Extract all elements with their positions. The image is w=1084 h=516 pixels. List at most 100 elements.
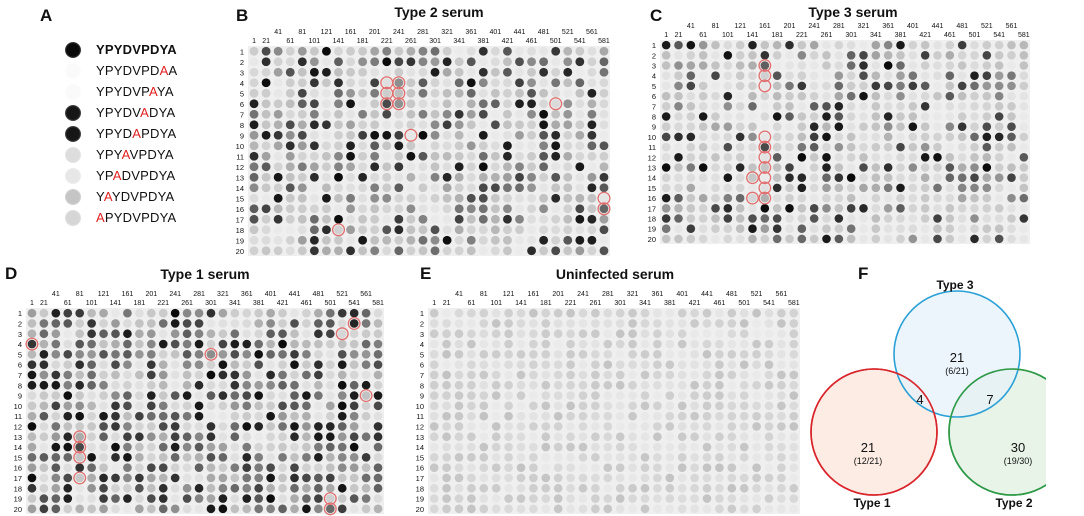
- blot-spot: [883, 102, 893, 111]
- blot-spot: [111, 360, 120, 369]
- blot-spot: [242, 339, 252, 349]
- blot-spot: [735, 163, 745, 172]
- blot-spot: [748, 173, 757, 182]
- column-label: 21: [443, 300, 451, 307]
- blot-spot: [429, 401, 439, 411]
- blot-spot: [249, 78, 259, 88]
- blot-spot: [370, 46, 380, 56]
- blot-spot: [194, 422, 204, 431]
- blot-spot: [325, 308, 335, 318]
- blot-spot: [871, 51, 881, 60]
- blot-spot: [578, 380, 588, 390]
- blot-spot: [551, 120, 561, 130]
- blot-spot: [373, 339, 383, 349]
- blot-spot: [603, 308, 613, 318]
- blot-spot: [661, 122, 671, 131]
- blot-spot: [242, 442, 252, 452]
- blot-spot: [515, 78, 524, 88]
- blot-spot: [515, 57, 524, 67]
- column-label: 401: [490, 29, 502, 36]
- blot-spot: [123, 463, 132, 472]
- blot-spot: [674, 183, 683, 193]
- blot-spot: [373, 411, 383, 421]
- blot-spot: [442, 422, 451, 431]
- blot-spot: [809, 204, 819, 213]
- blot-spot: [466, 162, 476, 172]
- blot-spot: [504, 473, 513, 483]
- blot-spot: [859, 214, 868, 223]
- blot-spot: [883, 142, 893, 152]
- blot-spot: [789, 350, 799, 359]
- blot-spot: [334, 193, 343, 203]
- blot-spot: [278, 380, 287, 390]
- blot-spot: [686, 204, 696, 213]
- blot-spot: [748, 81, 757, 91]
- blot-spot: [111, 380, 120, 390]
- blot-spot: [920, 132, 930, 142]
- blot-spot: [337, 411, 347, 421]
- blot-spot: [230, 494, 240, 503]
- blot-spot: [723, 51, 733, 60]
- row-label: 20: [236, 247, 244, 256]
- row-label: 8: [18, 381, 22, 390]
- blot-spot: [418, 172, 428, 182]
- blot-spot: [337, 422, 347, 431]
- blot-spot: [242, 401, 252, 411]
- blot-spot: [491, 329, 501, 339]
- column-label: 81: [298, 29, 306, 36]
- venn-label-type3: Type 3: [936, 278, 974, 292]
- blot-spot: [146, 370, 156, 380]
- blot-spot: [896, 234, 905, 244]
- venn-value-type1: 21: [860, 440, 876, 455]
- blot-spot: [111, 504, 120, 514]
- blot-spot: [337, 380, 347, 390]
- panel-label-e: E: [420, 264, 432, 283]
- blot-spot: [859, 153, 868, 162]
- blot-spot: [346, 183, 355, 193]
- column-label: 301: [205, 300, 217, 307]
- blot-spot: [1019, 51, 1029, 60]
- row-label: 5: [652, 82, 656, 91]
- blot-spot: [1019, 183, 1029, 193]
- blot-spot: [739, 360, 749, 369]
- blot-spot: [75, 442, 85, 452]
- blot-spot: [394, 183, 404, 193]
- blot-spot: [478, 151, 488, 161]
- blot-spot: [603, 360, 613, 369]
- blot-spot: [789, 329, 799, 339]
- blot-spot: [491, 494, 501, 503]
- blot-spot: [711, 122, 720, 131]
- blot-spot: [563, 57, 573, 67]
- blot-spot: [206, 494, 216, 503]
- blot-spot: [772, 193, 782, 203]
- blot-spot: [933, 153, 942, 162]
- blot-spot: [504, 442, 513, 452]
- blot-spot: [599, 78, 609, 88]
- blot-spot: [541, 380, 551, 390]
- blot-spot: [723, 142, 733, 152]
- blot-spot: [273, 204, 283, 214]
- column-label: 561: [1006, 23, 1018, 30]
- blot-spot: [242, 504, 252, 514]
- blot-spot: [182, 463, 192, 472]
- blot-spot: [490, 99, 500, 109]
- blot-spot: [822, 193, 831, 203]
- blot-spot: [27, 483, 37, 493]
- blot-spot: [479, 494, 489, 503]
- blot-spot: [266, 339, 275, 349]
- blot-spot: [87, 432, 96, 442]
- blot-spot: [982, 193, 992, 203]
- blot-spot: [479, 432, 489, 442]
- blot-spot: [789, 370, 799, 380]
- blot-spot: [933, 112, 942, 121]
- blot-spot: [349, 504, 359, 514]
- blot-spot: [615, 453, 625, 462]
- blot-spot: [578, 442, 588, 452]
- blot-spot: [711, 214, 720, 223]
- blot-spot: [1007, 122, 1016, 131]
- column-label: 441: [289, 291, 301, 298]
- blot-spot: [322, 162, 331, 172]
- blot-spot: [908, 132, 918, 142]
- blot-spot: [809, 193, 819, 203]
- blot-spot: [491, 339, 501, 349]
